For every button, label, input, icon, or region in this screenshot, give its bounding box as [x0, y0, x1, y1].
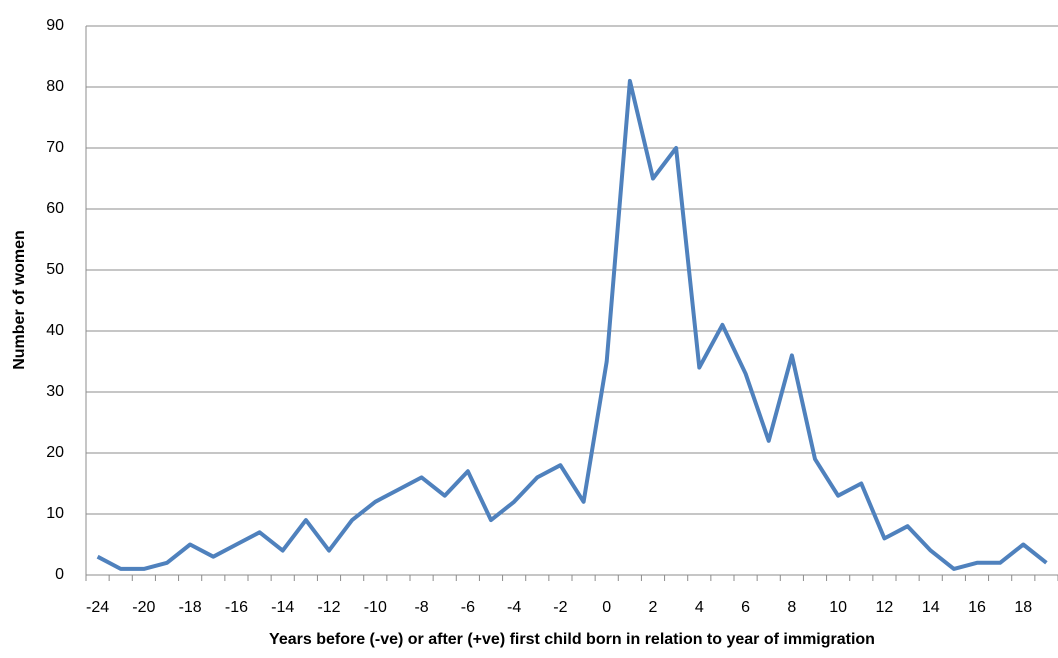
x-tick-label: 16: [968, 599, 986, 616]
x-tick-label: -20: [132, 599, 155, 616]
x-tick-label: -24: [86, 599, 109, 616]
x-tick-label: -10: [364, 599, 387, 616]
x-tick-label: -2: [553, 599, 567, 616]
y-axis-label: Number of women: [11, 230, 28, 370]
x-tick-label: 12: [876, 599, 894, 616]
x-tick-label: 4: [695, 599, 704, 616]
x-tick-label: -12: [317, 599, 340, 616]
x-tick-label: -16: [225, 599, 248, 616]
x-tick-label: 0: [602, 599, 611, 616]
x-tick-label: -8: [414, 599, 428, 616]
y-tick-label: 90: [46, 17, 64, 34]
x-tick-label: -18: [179, 599, 202, 616]
y-tick-label: 50: [46, 261, 64, 278]
y-tick-label: 10: [46, 505, 64, 522]
x-axis-label: Years before (-ve) or after (+ve) first …: [269, 631, 875, 648]
y-tick-label: 40: [46, 322, 64, 339]
data-line: [96, 78, 1048, 571]
x-tick-label: -6: [461, 599, 475, 616]
y-tick-label: 0: [55, 566, 64, 583]
x-tick-label: 18: [1014, 599, 1032, 616]
x-tick-label: 6: [741, 599, 750, 616]
x-tick-label: 10: [829, 599, 847, 616]
y-tick-label: 70: [46, 139, 64, 156]
y-tick-label: 60: [46, 200, 64, 217]
x-tick-label: -14: [271, 599, 294, 616]
y-tick-label: 20: [46, 444, 64, 461]
x-tick-label: 8: [787, 599, 796, 616]
x-tick-label: 14: [922, 599, 940, 616]
y-tick-label: 80: [46, 78, 64, 95]
x-tick-label: -4: [507, 599, 521, 616]
y-tick-label: 30: [46, 383, 64, 400]
x-tick-label: 2: [649, 599, 658, 616]
